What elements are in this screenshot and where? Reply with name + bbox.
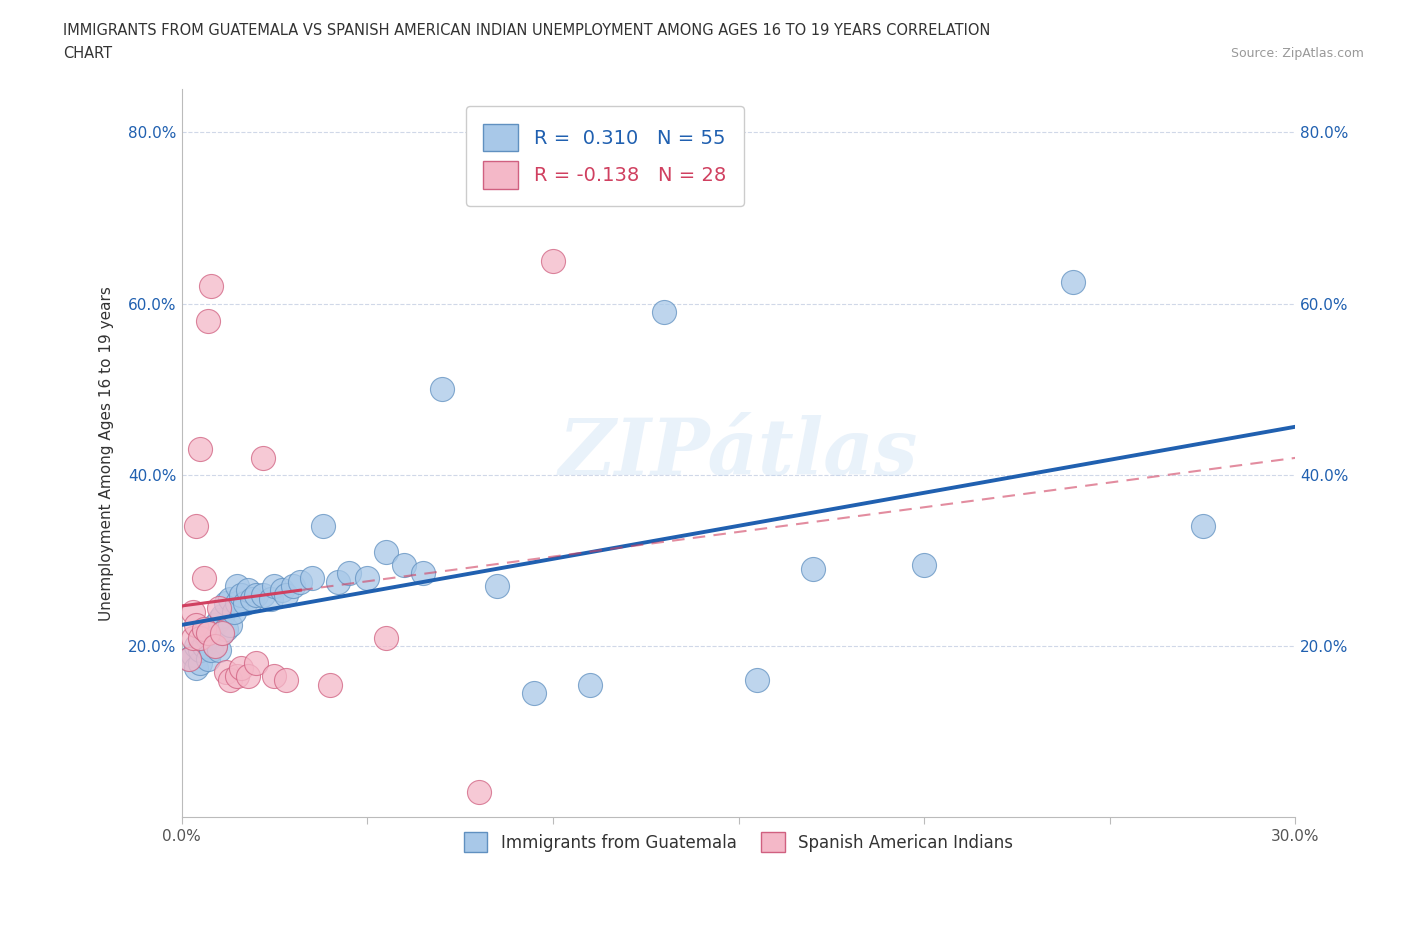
Text: IMMIGRANTS FROM GUATEMALA VS SPANISH AMERICAN INDIAN UNEMPLOYMENT AMONG AGES 16 : IMMIGRANTS FROM GUATEMALA VS SPANISH AME… xyxy=(63,23,991,38)
Point xyxy=(181,604,204,619)
Point xyxy=(337,565,360,580)
Point xyxy=(374,631,396,645)
Point xyxy=(215,664,238,679)
Point xyxy=(233,596,256,611)
Point xyxy=(204,639,226,654)
Point xyxy=(211,626,233,641)
Point xyxy=(240,591,263,606)
Point xyxy=(188,656,211,671)
Point xyxy=(177,652,200,667)
Point xyxy=(222,604,245,619)
Point xyxy=(260,591,283,606)
Point xyxy=(301,570,323,585)
Point xyxy=(186,618,208,632)
Point xyxy=(274,673,297,688)
Point xyxy=(188,643,211,658)
Text: CHART: CHART xyxy=(63,46,112,61)
Point xyxy=(193,639,215,654)
Point xyxy=(226,669,249,684)
Point xyxy=(245,587,267,602)
Point xyxy=(177,652,200,667)
Point xyxy=(541,253,564,268)
Point xyxy=(467,784,489,799)
Point xyxy=(200,621,222,636)
Point xyxy=(652,305,675,320)
Point xyxy=(186,660,208,675)
Point xyxy=(208,600,231,615)
Point xyxy=(745,673,768,688)
Point xyxy=(238,583,260,598)
Point xyxy=(218,618,240,632)
Point xyxy=(197,313,219,328)
Text: ZIPátlas: ZIPátlas xyxy=(558,415,918,492)
Point xyxy=(204,639,226,654)
Point xyxy=(218,591,240,606)
Point xyxy=(290,575,312,590)
Point xyxy=(186,519,208,534)
Point xyxy=(193,570,215,585)
Point xyxy=(229,660,252,675)
Point xyxy=(188,442,211,457)
Point xyxy=(263,669,285,684)
Point xyxy=(208,643,231,658)
Point xyxy=(193,626,215,641)
Point xyxy=(319,677,342,692)
Point xyxy=(215,596,238,611)
Point xyxy=(430,381,453,396)
Point xyxy=(229,587,252,602)
Point xyxy=(356,570,378,585)
Point xyxy=(197,652,219,667)
Y-axis label: Unemployment Among Ages 16 to 19 years: Unemployment Among Ages 16 to 19 years xyxy=(100,286,114,621)
Point xyxy=(281,578,304,593)
Point xyxy=(312,519,335,534)
Point xyxy=(197,626,219,641)
Point xyxy=(252,587,274,602)
Point xyxy=(245,656,267,671)
Point xyxy=(263,578,285,593)
Point xyxy=(208,613,231,628)
Legend: Immigrants from Guatemala, Spanish American Indians: Immigrants from Guatemala, Spanish Ameri… xyxy=(456,824,1022,860)
Point xyxy=(912,557,935,572)
Point xyxy=(801,562,824,577)
Point xyxy=(200,643,222,658)
Point xyxy=(200,279,222,294)
Point xyxy=(211,626,233,641)
Text: Source: ZipAtlas.com: Source: ZipAtlas.com xyxy=(1230,46,1364,60)
Point xyxy=(186,639,208,654)
Point xyxy=(412,565,434,580)
Point xyxy=(226,578,249,593)
Point xyxy=(197,631,219,645)
Point xyxy=(238,669,260,684)
Point xyxy=(579,677,602,692)
Point xyxy=(1191,519,1213,534)
Point xyxy=(394,557,416,572)
Point xyxy=(374,544,396,559)
Point xyxy=(226,596,249,611)
Point xyxy=(326,575,349,590)
Point xyxy=(486,578,509,593)
Point xyxy=(188,631,211,645)
Point xyxy=(215,621,238,636)
Point xyxy=(181,631,204,645)
Point xyxy=(218,673,240,688)
Point xyxy=(274,587,297,602)
Point xyxy=(523,685,546,700)
Point xyxy=(270,583,292,598)
Point xyxy=(211,609,233,624)
Point xyxy=(193,621,215,636)
Point xyxy=(181,647,204,662)
Point xyxy=(204,618,226,632)
Point xyxy=(252,450,274,465)
Point xyxy=(1062,274,1084,289)
